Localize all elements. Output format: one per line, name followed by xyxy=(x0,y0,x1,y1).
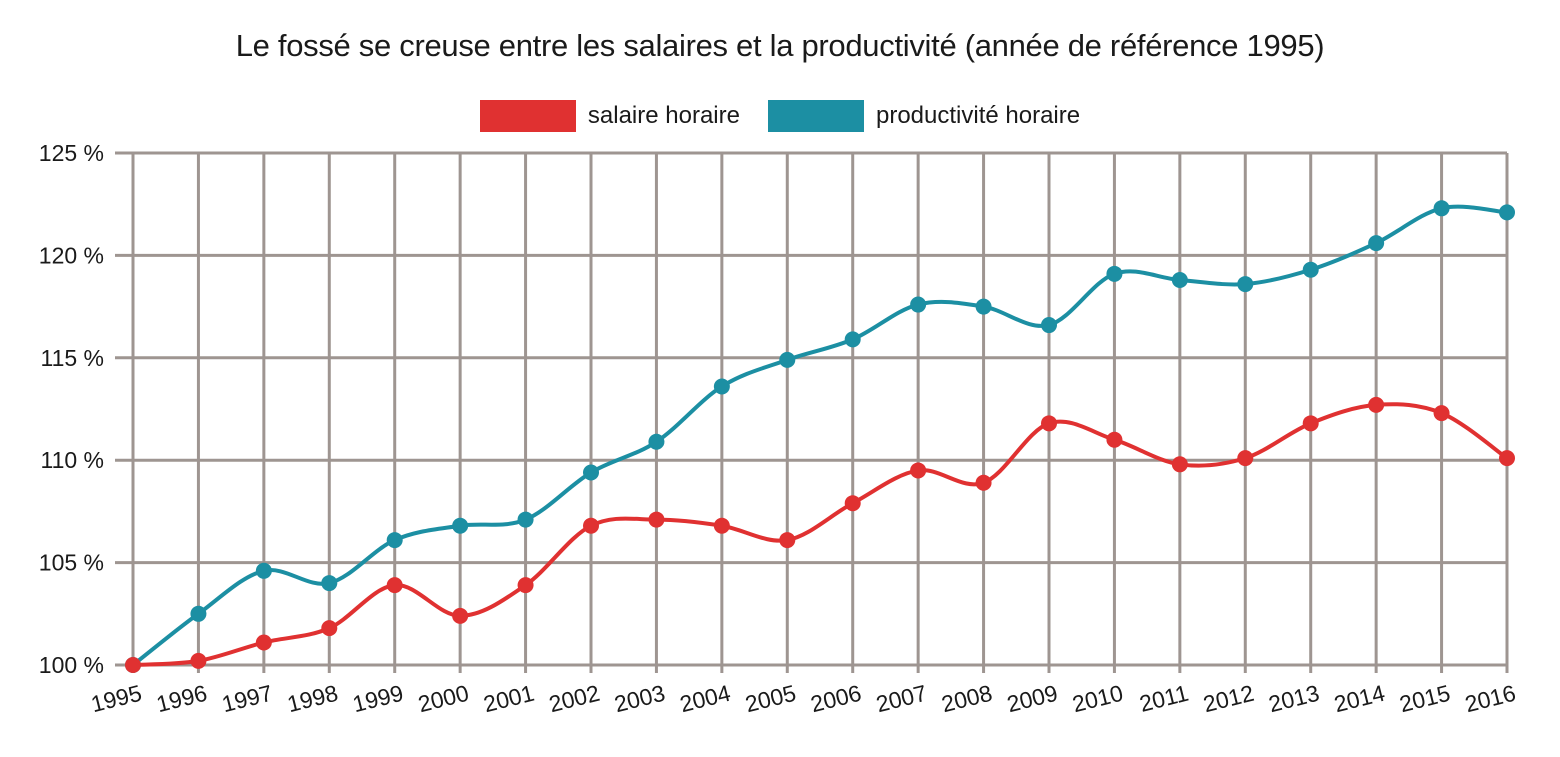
data-point-salaire xyxy=(125,657,141,673)
data-point-productivite xyxy=(1302,261,1319,278)
x-tick-label: 2002 xyxy=(546,680,602,718)
data-point-productivite xyxy=(1368,235,1385,252)
x-tick-label: 2011 xyxy=(1137,680,1191,717)
x-tick-label: 1996 xyxy=(154,680,210,718)
data-point-productivite xyxy=(1171,271,1188,288)
x-tick-label: 2001 xyxy=(481,680,537,718)
chart-title: Le fossé se creuse entre les salaires et… xyxy=(235,28,1325,63)
y-tick-label: 110 % xyxy=(40,447,104,473)
legend-label-productivite: productivité horaire xyxy=(875,102,1081,129)
data-point-productivite xyxy=(910,296,927,313)
data-point-salaire xyxy=(1368,396,1385,413)
data-point-salaire xyxy=(1237,450,1254,467)
data-point-salaire xyxy=(517,577,534,594)
data-point-productivite xyxy=(190,605,207,622)
data-point-salaire xyxy=(386,577,403,594)
data-point-productivite xyxy=(779,351,796,368)
data-point-productivite xyxy=(1237,276,1254,293)
legend-swatch-productivite xyxy=(767,100,864,132)
data-point-salaire xyxy=(1106,431,1123,448)
data-point-salaire xyxy=(1433,405,1450,422)
x-tick-label: 2005 xyxy=(743,680,799,718)
legend-swatch-salaire xyxy=(479,100,576,132)
data-point-productivite xyxy=(844,331,861,348)
y-tick-label: 100 % xyxy=(39,652,104,678)
data-point-salaire xyxy=(190,652,207,669)
x-tick-label: 2009 xyxy=(1004,680,1060,718)
x-tick-label: 2012 xyxy=(1201,680,1257,718)
data-point-productivite xyxy=(386,532,403,549)
data-point-salaire xyxy=(1171,456,1188,473)
data-point-salaire xyxy=(255,634,272,651)
x-tick-label: 2006 xyxy=(808,680,864,718)
y-tick-label: 115 % xyxy=(40,345,104,371)
data-point-productivite xyxy=(1433,200,1450,217)
data-point-salaire xyxy=(779,532,796,549)
grid xyxy=(115,151,1509,673)
x-tick-label: 1998 xyxy=(285,680,341,718)
y-tick-label: 105 % xyxy=(39,550,104,576)
data-point-productivite xyxy=(975,298,992,315)
legend-label-salaire: salaire horaire xyxy=(587,102,740,129)
data-point-salaire xyxy=(910,462,927,479)
x-tick-label: 2015 xyxy=(1397,680,1453,718)
data-point-salaire xyxy=(452,607,469,624)
data-point-salaire xyxy=(1499,450,1515,467)
legend-item-productivite: productivité horaire xyxy=(767,100,1081,132)
data-point-salaire xyxy=(321,620,338,637)
x-tick-label: 2013 xyxy=(1266,680,1322,718)
y-axis-ticks: 100 % 105 % 110 % 115 % 120 % 125 % xyxy=(39,140,104,678)
x-tick-label: 2014 xyxy=(1331,680,1387,718)
series-points xyxy=(125,200,1515,673)
data-point-productivite xyxy=(1106,265,1123,282)
data-point-productivite xyxy=(648,433,665,450)
x-tick-label: 2004 xyxy=(677,680,733,718)
data-point-salaire xyxy=(648,511,665,528)
x-tick-label: 2008 xyxy=(939,680,995,718)
data-point-salaire xyxy=(583,517,599,534)
data-point-productivite xyxy=(713,378,730,395)
legend: salaire horaire productivité horaire xyxy=(0,100,1560,132)
data-point-productivite xyxy=(1041,317,1057,334)
x-tick-label: 2010 xyxy=(1070,680,1126,718)
data-point-salaire xyxy=(1302,415,1319,432)
series-lines xyxy=(131,204,1509,667)
x-tick-label: 1999 xyxy=(350,680,406,718)
data-point-salaire xyxy=(975,474,992,491)
data-point-productivite xyxy=(452,517,469,534)
data-point-productivite xyxy=(583,464,599,481)
series-line-productivite xyxy=(131,204,1508,667)
y-tick-label: 125 % xyxy=(39,140,104,166)
x-tick-label: 1997 xyxy=(219,680,275,718)
data-point-salaire xyxy=(713,517,730,534)
data-point-productivite xyxy=(255,562,272,579)
x-tick-label: 1995 xyxy=(88,680,144,718)
data-point-salaire xyxy=(844,495,861,512)
y-tick-label: 120 % xyxy=(39,242,104,268)
legend-item-salaire: salaire horaire xyxy=(479,100,740,132)
x-axis-ticks: 1995 1996 1997 1998 1999 2000 2001 2002 2003 2004… xyxy=(88,680,1518,718)
data-point-productivite xyxy=(517,511,534,528)
series-line-salaire xyxy=(132,402,1509,667)
data-point-productivite xyxy=(321,575,338,592)
data-point-salaire xyxy=(1041,415,1057,432)
x-tick-label: 2007 xyxy=(873,680,929,718)
x-tick-label: 2003 xyxy=(612,680,668,718)
x-tick-label: 2000 xyxy=(415,680,471,718)
data-point-productivite xyxy=(1499,204,1515,221)
x-tick-label: 2016 xyxy=(1462,680,1518,718)
